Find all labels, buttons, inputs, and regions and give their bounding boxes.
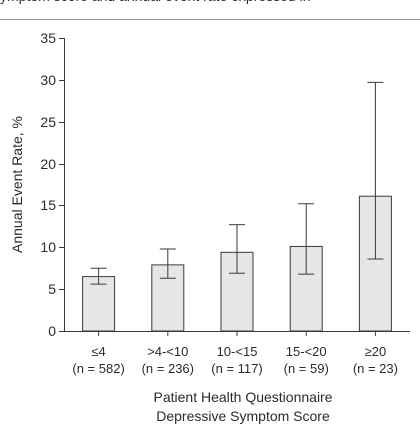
- x-tick-count-label: (n = 23): [353, 361, 398, 376]
- x-tick-count-label: (n = 59): [284, 361, 329, 376]
- y-tick-label: 5: [48, 281, 56, 297]
- x-tick-count-label: (n = 236): [142, 361, 194, 376]
- cropped-header-text: ymptom score and annual event rate expre…: [0, 0, 420, 12]
- y-tick-label: 0: [48, 323, 56, 339]
- y-tick-label: 10: [40, 239, 56, 255]
- y-tick-label: 15: [40, 197, 56, 213]
- y-tick-label: 30: [40, 72, 56, 88]
- x-axis-label-line: Depressive Symptom Score: [156, 408, 330, 424]
- x-tick-label: ≥20: [365, 344, 387, 359]
- y-tick-label: 20: [40, 156, 56, 172]
- x-tick-count-label: (n = 117): [211, 361, 262, 376]
- y-tick-label: 25: [40, 114, 56, 130]
- x-tick-label: ≤4: [91, 344, 105, 359]
- x-tick-label: >4-<10: [147, 344, 188, 359]
- x-tick-label: 10-<15: [217, 344, 258, 359]
- y-axis-label: Annual Event Rate, %: [9, 116, 25, 253]
- y-tick-label: 35: [40, 30, 56, 46]
- x-tick-label: 15-<20: [286, 344, 327, 359]
- bar: [82, 276, 116, 332]
- x-tick-count-label: (n = 582): [72, 361, 124, 376]
- x-axis-label-line: Patient Health Questionnaire: [154, 389, 333, 405]
